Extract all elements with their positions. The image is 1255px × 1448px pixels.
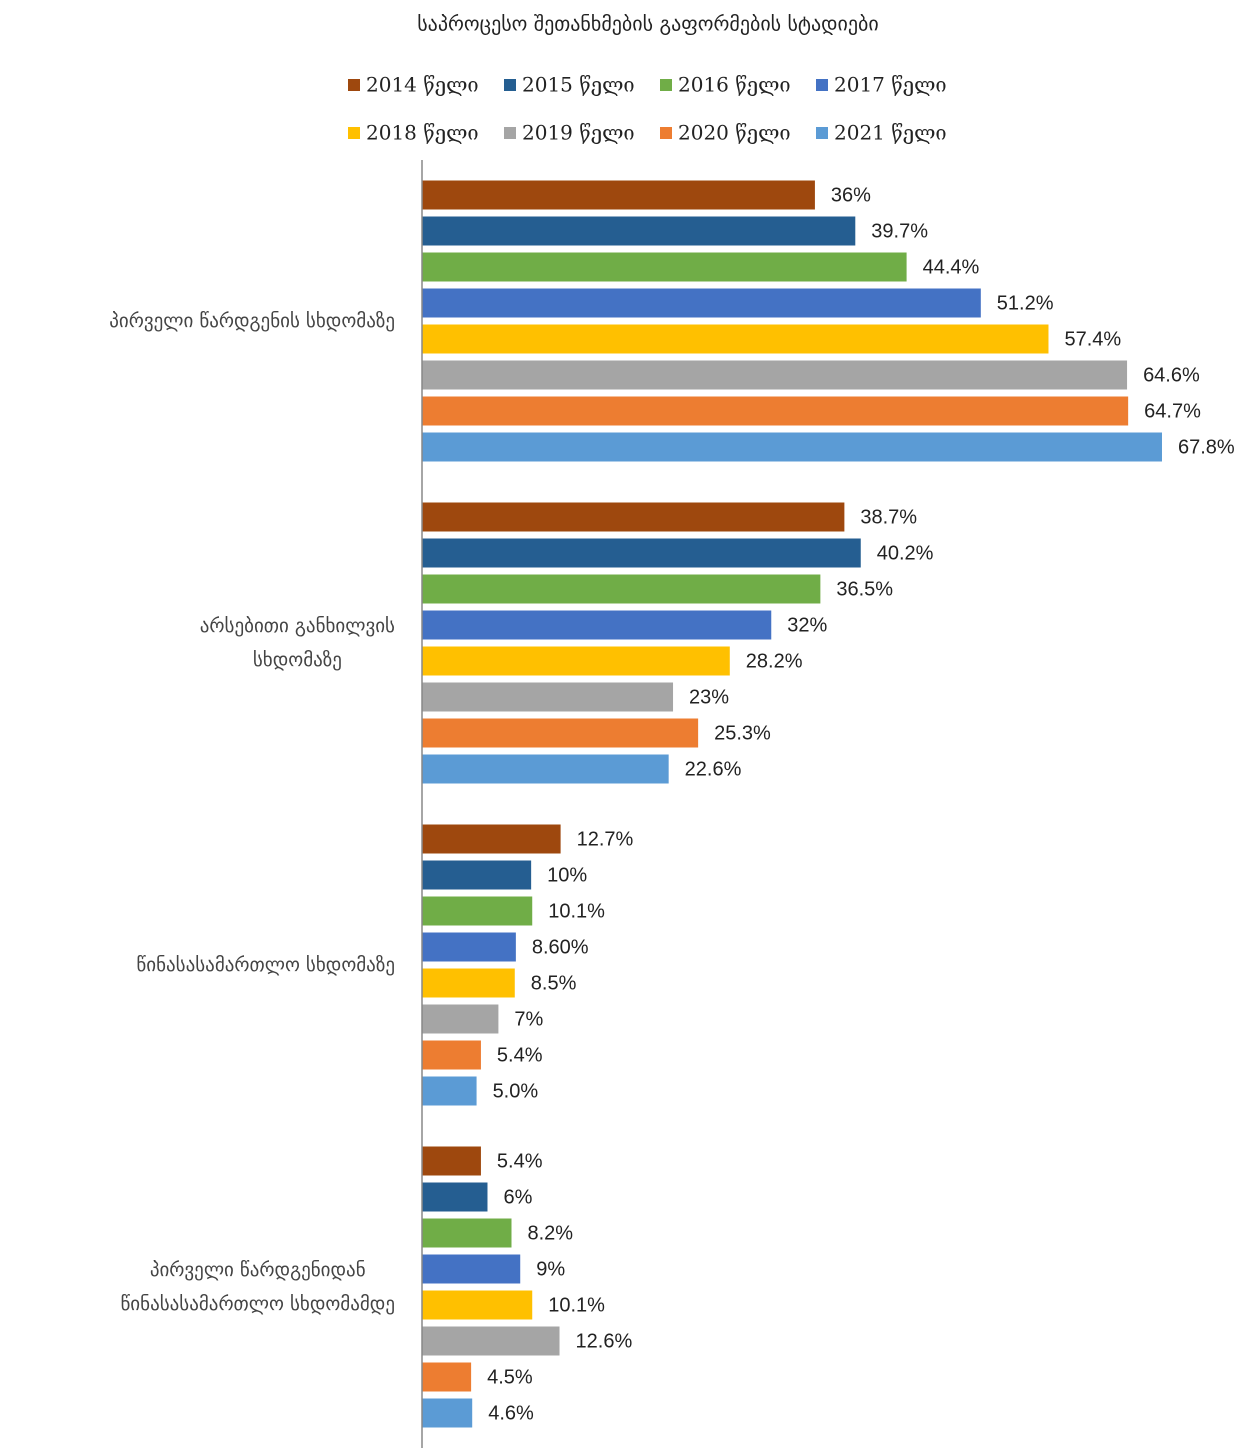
bar (422, 360, 1128, 390)
value-label: 44.4% (923, 256, 980, 278)
category-label: პირველი წარდგენის სხდომაზე (109, 310, 395, 332)
bar (422, 1040, 481, 1070)
bar (422, 610, 772, 640)
value-label: 12.6% (576, 1330, 633, 1352)
legend-label: 2019 წელი (522, 121, 635, 145)
legend-swatch (348, 79, 360, 91)
value-label: 40.2% (877, 542, 934, 564)
legend-label: 2020 წელი (678, 121, 791, 145)
bar (422, 432, 1162, 462)
bar (422, 574, 821, 604)
bar (422, 646, 730, 676)
legend-swatch (504, 127, 516, 139)
bar (422, 968, 515, 998)
bar (422, 1290, 533, 1320)
value-label: 5.4% (497, 1150, 543, 1172)
value-label: 36% (831, 184, 871, 206)
bar (422, 1254, 521, 1284)
bar (422, 180, 815, 210)
bar (422, 754, 669, 784)
bar (422, 252, 907, 282)
bar (422, 396, 1129, 426)
value-label: 22.6% (685, 758, 742, 780)
value-label: 64.6% (1143, 364, 1200, 386)
value-label: 64.7% (1144, 400, 1201, 422)
bar (422, 932, 516, 962)
bar (422, 1362, 472, 1392)
value-label: 12.7% (577, 828, 634, 850)
value-label: 8.2% (527, 1222, 573, 1244)
legend-swatch (348, 127, 360, 139)
legend-label: 2015 წელი (522, 73, 635, 97)
bar (422, 1326, 560, 1356)
bar (422, 1076, 477, 1106)
bar (422, 1218, 512, 1248)
value-label: 32% (787, 614, 827, 636)
value-label: 8.60% (532, 936, 589, 958)
bar (422, 860, 532, 890)
bar (422, 896, 533, 926)
category-label: წინასასამართლო სხდომაზე (136, 954, 395, 976)
value-label: 38.7% (860, 506, 917, 528)
value-label: 57.4% (1064, 328, 1121, 350)
legend-label: 2021 წელი (834, 121, 947, 145)
value-label: 51.2% (997, 292, 1054, 314)
legend-swatch (816, 127, 828, 139)
category-label: პირველი წარდგენიდან წინასასამართლო სხდომ… (120, 1259, 395, 1315)
chart-title: საპროცესო შეთანხმების გაფორმების სტადიებ… (417, 12, 879, 36)
bar (422, 1398, 473, 1428)
value-label: 7% (514, 1008, 543, 1030)
bar (422, 324, 1049, 354)
legend-swatch (504, 79, 516, 91)
bar (422, 288, 981, 318)
bar (422, 824, 561, 854)
value-label: 8.5% (531, 972, 577, 994)
value-label: 25.3% (714, 722, 771, 744)
bar (422, 1004, 499, 1034)
value-label: 36.5% (836, 578, 893, 600)
value-label: 23% (689, 686, 729, 708)
bar (422, 1146, 481, 1176)
legend-label: 2018 წელი (366, 121, 479, 145)
value-label: 5.4% (497, 1044, 543, 1066)
value-label: 9% (536, 1258, 565, 1280)
value-label: 5.0% (493, 1080, 539, 1102)
legend-swatch (660, 79, 672, 91)
legend-label: 2014 წელი (366, 73, 479, 97)
legend-label: 2016 წელი (678, 73, 791, 97)
value-label: 10.1% (548, 900, 605, 922)
value-label: 4.6% (488, 1402, 534, 1424)
category-label: არსებითი განხილვის სხდომაზე (199, 615, 395, 671)
value-label: 6% (503, 1186, 532, 1208)
value-label: 39.7% (871, 220, 928, 242)
bar (422, 718, 699, 748)
legend-label: 2017 წელი (834, 73, 947, 97)
value-label: 28.2% (746, 650, 803, 672)
legend-swatch (816, 79, 828, 91)
value-label: 10% (547, 864, 587, 886)
legend-swatch (660, 127, 672, 139)
bar (422, 682, 674, 712)
bar (422, 216, 856, 246)
value-label: 4.5% (487, 1366, 533, 1388)
value-label: 10.1% (548, 1294, 605, 1316)
bar (422, 1182, 488, 1212)
bar (422, 538, 861, 568)
value-label: 67.8% (1178, 436, 1235, 458)
bar (422, 502, 845, 532)
